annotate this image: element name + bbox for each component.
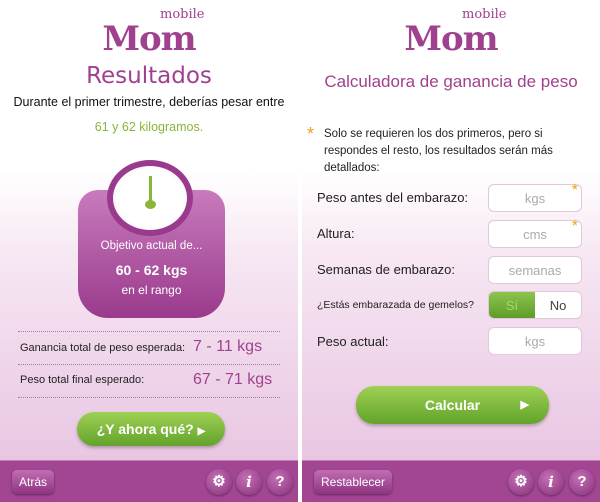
weeks-input[interactable]: semanas (488, 256, 582, 284)
expected-final-label: Peso total final esperado: (20, 374, 145, 386)
height-input[interactable]: cms * (488, 218, 582, 248)
page-title: Calculadora de ganancia de peso (324, 72, 578, 91)
reset-button[interactable]: Restablecer (314, 470, 393, 494)
scale-status: en el rango (121, 283, 182, 297)
weight-range: 61 y 62 kilogramos. (94, 120, 204, 134)
twins-toggle: Sí No (488, 291, 582, 319)
current-weight-label: Peso actual: (317, 334, 389, 349)
twins-yes-option[interactable]: Sí (489, 292, 535, 318)
scale-caption: Objetivo actual de... (100, 240, 203, 252)
toolbar: Atrás ⚙ i ? (0, 460, 298, 502)
expected-gain-label: Ganancia total de peso esperada: (20, 342, 186, 354)
info-icon[interactable]: i (236, 469, 262, 495)
toolbar: Restablecer ⚙ i ? (302, 460, 600, 502)
twins-label: ¿Estás embarazada de gemelos? (317, 299, 475, 311)
scale-dial (107, 160, 193, 236)
what-now-button[interactable]: ¿Y ahora qué? ▶ (77, 412, 225, 446)
play-icon: ▶ (197, 426, 206, 437)
weight-before-input[interactable]: kgs * (488, 182, 582, 212)
weeks-label: Semanas de embarazo: (317, 262, 456, 277)
help-icon[interactable]: ? (267, 469, 293, 495)
play-icon: ▶ (520, 399, 529, 411)
twins-no-option[interactable]: No (549, 298, 567, 313)
help-icon[interactable]: ? (569, 469, 595, 495)
info-icon[interactable]: i (538, 469, 564, 495)
required-star-icon: * (571, 182, 578, 199)
required-note: Solo se requieren los dos primeros, pero… (324, 128, 553, 174)
back-button[interactable]: Atrás (12, 470, 55, 494)
settings-icon[interactable]: ⚙ (206, 469, 232, 495)
required-star-icon: * (571, 218, 578, 235)
expected-final-value: 67 - 71 kgs (193, 371, 273, 388)
height-label: Altura: (317, 226, 355, 241)
scale-value: 60 - 62 kgs (115, 262, 188, 278)
star-icon: * (307, 124, 315, 144)
calculate-button[interactable]: Calcular ▶ (356, 386, 549, 424)
mobile-mom-logo: mobile Mom (102, 7, 205, 59)
page-title: Resultados (86, 63, 212, 89)
mobile-mom-logo: mobile Mom (404, 7, 507, 59)
intro-text: Durante el primer trimestre, deberías pe… (13, 95, 285, 109)
results-screen: mobile Mom Resultados Durante el primer t… (0, 0, 298, 502)
calculator-screen: mobile Mom Calculadora de ganancia de pes… (302, 0, 600, 502)
weight-before-label: Peso antes del embarazo: (317, 190, 469, 205)
current-weight-input[interactable]: kgs (488, 327, 582, 355)
expected-gain-value: 7 - 11 kgs (193, 338, 263, 355)
settings-icon[interactable]: ⚙ (508, 469, 534, 495)
